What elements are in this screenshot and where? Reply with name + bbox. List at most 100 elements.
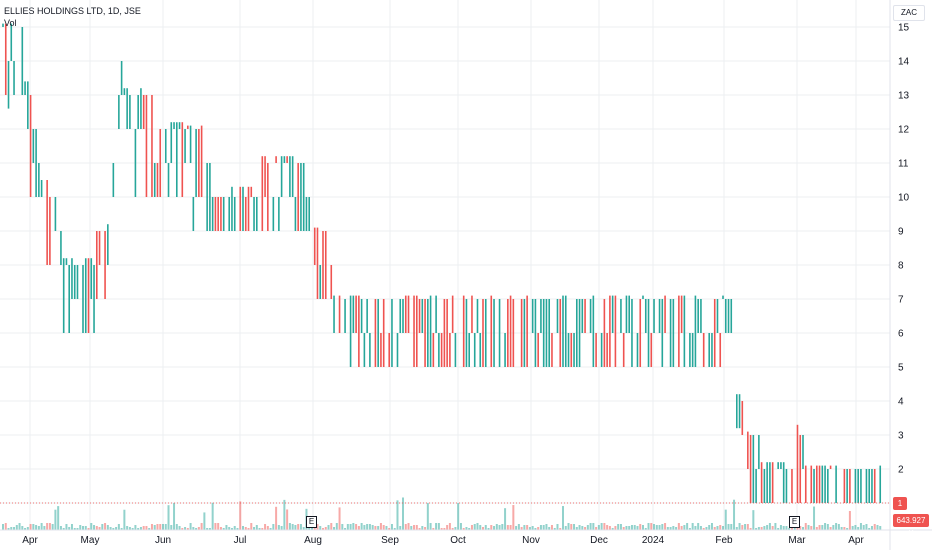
price-tick-label: 6 bbox=[898, 329, 904, 340]
volume-bar bbox=[184, 527, 187, 530]
volume-bar bbox=[600, 523, 603, 530]
volume-bar bbox=[195, 528, 198, 530]
volume-bar bbox=[515, 526, 518, 530]
volume-bar bbox=[200, 523, 203, 530]
volume-bar bbox=[242, 526, 244, 530]
volume-bar bbox=[625, 526, 628, 530]
volume-bar bbox=[495, 524, 498, 530]
volume-bar bbox=[421, 526, 424, 530]
volume-bar bbox=[716, 526, 719, 530]
volume-bar bbox=[410, 526, 413, 530]
volume-bar bbox=[556, 524, 559, 530]
volume-bar bbox=[526, 525, 529, 530]
volume-bar bbox=[266, 526, 269, 530]
price-tick-label: 11 bbox=[898, 159, 909, 170]
volume-bar bbox=[399, 526, 402, 530]
volume-bar bbox=[294, 525, 297, 530]
volume-bar bbox=[170, 525, 173, 530]
volume-bar bbox=[145, 526, 148, 530]
volume-bar bbox=[570, 524, 573, 530]
volume-bar bbox=[291, 524, 294, 530]
volume-label[interactable]: Vol bbox=[4, 18, 17, 28]
volume-bar bbox=[407, 523, 410, 530]
volume-bar bbox=[675, 527, 678, 530]
volume-bar bbox=[57, 506, 60, 530]
volume-bar bbox=[37, 526, 40, 530]
volume-bar bbox=[255, 525, 258, 530]
volume-bar bbox=[876, 525, 879, 530]
volume-bar bbox=[677, 523, 680, 530]
volume-bar bbox=[735, 527, 738, 530]
volume-bar bbox=[865, 524, 868, 530]
volume-bar bbox=[581, 526, 584, 530]
volume-bar bbox=[272, 524, 275, 530]
volume-bar bbox=[879, 526, 882, 530]
volume-bar bbox=[694, 526, 697, 530]
volume-bar bbox=[112, 528, 115, 530]
volume-bar bbox=[120, 528, 123, 530]
volume-bar bbox=[217, 523, 220, 530]
currency-badge[interactable]: ZAC bbox=[893, 5, 925, 21]
volume-bar bbox=[636, 526, 639, 530]
volume-bar bbox=[846, 528, 849, 530]
volume-bar bbox=[288, 523, 291, 530]
volume-bar bbox=[68, 527, 71, 530]
volume-bar bbox=[528, 527, 531, 530]
volume-bar bbox=[622, 527, 625, 530]
volume-bar bbox=[104, 523, 107, 530]
volume-bar bbox=[851, 526, 854, 530]
price-axis: 123456789101112131415 bbox=[898, 23, 910, 510]
volume-bar bbox=[233, 526, 236, 530]
volume-bar bbox=[396, 500, 399, 530]
volume-bar bbox=[115, 527, 118, 530]
volume-bar bbox=[418, 528, 421, 530]
volume-bar bbox=[454, 527, 457, 530]
volume-bar bbox=[316, 524, 319, 530]
volume-bar bbox=[424, 527, 427, 530]
volume-bar bbox=[286, 509, 289, 530]
volume-bar bbox=[244, 527, 247, 530]
volume-bar bbox=[59, 526, 62, 530]
volume-bar bbox=[644, 528, 647, 530]
volume-bar bbox=[330, 523, 333, 530]
volume-bar bbox=[239, 501, 242, 530]
volume-bar bbox=[13, 527, 16, 530]
volume-bar bbox=[333, 527, 336, 530]
volume-bar bbox=[29, 524, 32, 530]
volume-bar bbox=[109, 527, 112, 530]
volume-bar bbox=[101, 524, 104, 530]
time-tick-label: May bbox=[81, 535, 100, 546]
volume-bar bbox=[664, 523, 667, 530]
volume-bar bbox=[484, 525, 487, 530]
chart-grid bbox=[0, 0, 890, 530]
volume-bar bbox=[835, 523, 838, 530]
volume-bar bbox=[208, 528, 211, 530]
volume-bar bbox=[10, 527, 13, 530]
earnings-marker[interactable]: E bbox=[306, 516, 317, 528]
volume-bar bbox=[710, 523, 713, 530]
volume-bar bbox=[733, 499, 736, 530]
volume-bar bbox=[379, 523, 382, 530]
volume-bar bbox=[70, 524, 73, 530]
volume-bar bbox=[699, 526, 702, 530]
volume-bar bbox=[619, 524, 622, 530]
volume-bar bbox=[250, 523, 253, 530]
volume-bar bbox=[719, 525, 722, 530]
price-tick-label: 9 bbox=[898, 227, 904, 238]
price-tick-label: 10 bbox=[898, 193, 910, 204]
earnings-marker[interactable]: E bbox=[789, 516, 800, 528]
volume-bar bbox=[705, 527, 708, 530]
volume-bar bbox=[429, 523, 432, 530]
volume-bar bbox=[611, 528, 614, 530]
volume-bar bbox=[868, 528, 871, 530]
volume-bar bbox=[131, 528, 134, 530]
volume-bar bbox=[470, 525, 473, 530]
price-tick-label: 7 bbox=[898, 295, 904, 306]
volume-bar bbox=[608, 526, 611, 530]
volume-bar bbox=[724, 509, 727, 530]
symbol-title[interactable]: ELLIES HOLDINGS LTD, 1D, JSE bbox=[4, 6, 141, 16]
volume-bar bbox=[360, 523, 363, 530]
volume-bar bbox=[589, 523, 592, 530]
time-tick-label: Apr bbox=[22, 535, 38, 546]
